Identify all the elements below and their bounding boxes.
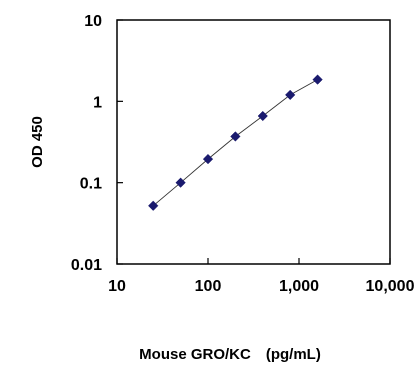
data-point — [230, 131, 241, 142]
y-axis-title: OD 450 — [29, 116, 46, 168]
x-tick-label: 10 — [108, 278, 126, 295]
x-tick-label: 100 — [195, 278, 222, 295]
data-point — [312, 74, 323, 85]
y-tick-label: 1 — [93, 94, 102, 111]
data-point — [175, 177, 186, 188]
x-axis-title: Mouse GRO/KC (pg/mL) — [139, 346, 321, 363]
y-tick-label: 0.1 — [80, 176, 102, 193]
data-point — [285, 89, 296, 101]
x-tick-label: 1,000 — [279, 278, 319, 295]
series-line — [152, 79, 318, 207]
y-tick-label: 10 — [84, 13, 102, 30]
data-point — [202, 153, 214, 165]
plot-area-frame — [116, 19, 391, 265]
y-tick-label: 0.01 — [71, 257, 102, 274]
x-tick-label: 10,000 — [366, 278, 415, 295]
data-point — [257, 110, 268, 122]
data-point — [148, 200, 159, 211]
